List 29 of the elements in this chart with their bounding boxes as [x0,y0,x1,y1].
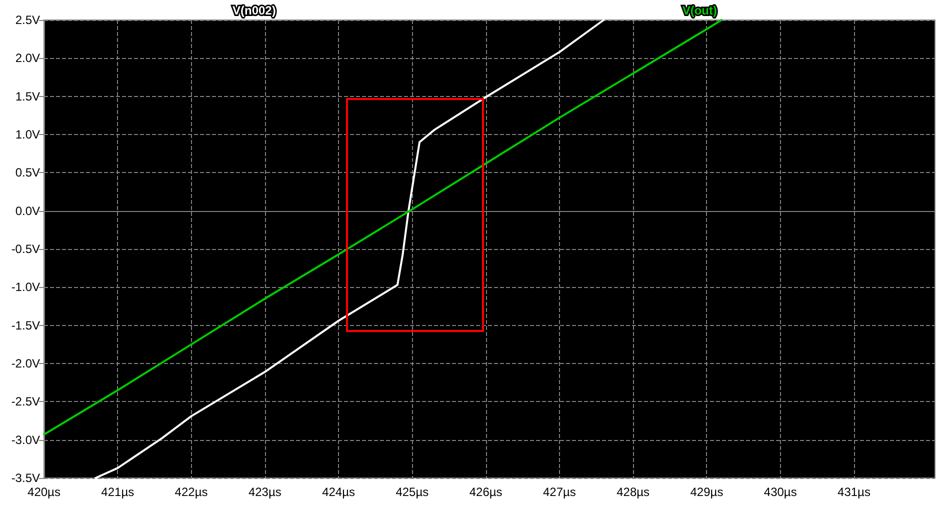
x-tick-label: 430µs [764,485,797,499]
y-tick-label: -2.0V [11,356,40,370]
x-tick-label: 424µs [322,485,356,499]
x-tick-label: 429µs [690,485,724,499]
line-series [94,19,605,479]
y-tick-label: -1.0V [11,280,40,294]
x-tick-label: 426µs [469,485,502,499]
y-tick-label: 0.0V [15,204,40,218]
x-tick-label: 422µs [174,485,208,499]
series-label: V(out) [682,4,718,18]
x-tick-label: 431µs [838,485,870,499]
line-series [43,19,722,436]
y-tick-label: -3.0V [11,432,40,447]
y-tick-label: 0.5V [15,166,40,180]
text: V(n002) [232,4,276,18]
y-tick-label: 2.0V [15,51,40,66]
x-tick-label: 420µs [28,485,60,499]
x-tick-label: 425µs [396,485,429,499]
x-tick-label: 428µs [616,485,650,499]
y-tick-label: 1.5V [15,89,40,104]
x-tick-label: 421µs [101,485,134,499]
y-tick-label: 1.0V [15,128,40,142]
y-tick-label: -0.5V [11,242,40,256]
x-tick-label: 427µs [542,485,576,499]
y-tick-label: -1.5V [11,318,40,332]
x-tick-label: 423µs [248,485,282,499]
y-tick-label: -2.5V [11,394,40,409]
y-tick-label: -3.5V [11,471,40,485]
y-tick-label: 2.5V [15,13,40,27]
